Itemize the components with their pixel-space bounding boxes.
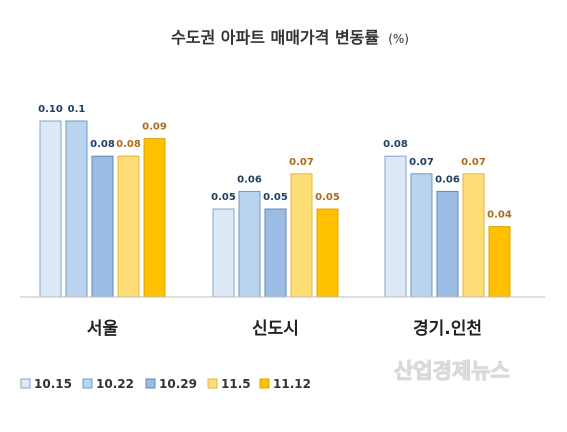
- bar: [143, 138, 166, 298]
- data-label: 0.10: [38, 104, 63, 115]
- bar: [462, 173, 485, 298]
- data-label: 0.06: [237, 174, 262, 185]
- legend-label: 10.22: [96, 377, 134, 391]
- category-label: 서울: [87, 319, 119, 339]
- data-label: 0.07: [409, 157, 434, 168]
- category-label: 신도시: [252, 319, 299, 339]
- bar: [238, 190, 261, 298]
- bar: [264, 208, 287, 298]
- bar: [316, 208, 339, 298]
- data-label: 0.08: [383, 139, 408, 150]
- chart-title-text: 수도권 아파트 매매가격 변동률: [171, 28, 379, 47]
- category-label: 경기.인천: [413, 319, 482, 339]
- bars-group: 0.10 0.10.08 0.080.090.050.060.050.070.050…: [38, 104, 512, 298]
- watermark-text: 산업경제뉴스: [394, 359, 510, 383]
- data-label: 0.07: [289, 157, 314, 168]
- bar: [117, 155, 140, 298]
- chart-title: 수도권 아파트 매매가격 변동률 (%): [171, 28, 409, 47]
- data-label: 0.06: [435, 174, 460, 185]
- bar: [65, 120, 88, 298]
- bar: [212, 208, 235, 298]
- legend-label: 11.12: [273, 377, 311, 391]
- bar: [39, 120, 62, 298]
- data-label: 0.09: [142, 122, 167, 133]
- legend-label: 10.29: [159, 377, 197, 391]
- legend-swatch: [82, 378, 93, 389]
- legend-swatch: [145, 378, 156, 389]
- data-label: 0.08: [90, 139, 115, 150]
- bar: [488, 226, 511, 298]
- bar: [436, 190, 459, 298]
- bar: [410, 173, 433, 298]
- chart-title-unit: (%): [388, 32, 409, 46]
- legend-swatch: [207, 378, 218, 389]
- data-label: 0.07: [461, 157, 486, 168]
- legend-label: 10.15: [34, 377, 72, 391]
- legend-swatch: [259, 378, 270, 389]
- bar: [290, 173, 313, 298]
- data-label: 0.1: [68, 104, 86, 115]
- data-label: 0.05: [263, 192, 288, 203]
- data-label: 0.05: [315, 192, 340, 203]
- bar: [384, 155, 407, 298]
- bar: [91, 155, 114, 298]
- legend-swatch: [20, 378, 31, 389]
- data-label: 0.04: [487, 210, 512, 221]
- legend-label: 11.5: [221, 377, 251, 391]
- category-labels: 서울 신도시 경기.인천: [87, 319, 482, 339]
- data-label: 0.05: [211, 192, 236, 203]
- legend: 10.15 10.22 10.29 11.5 11.12: [20, 377, 311, 391]
- data-label: 0.08: [116, 139, 141, 150]
